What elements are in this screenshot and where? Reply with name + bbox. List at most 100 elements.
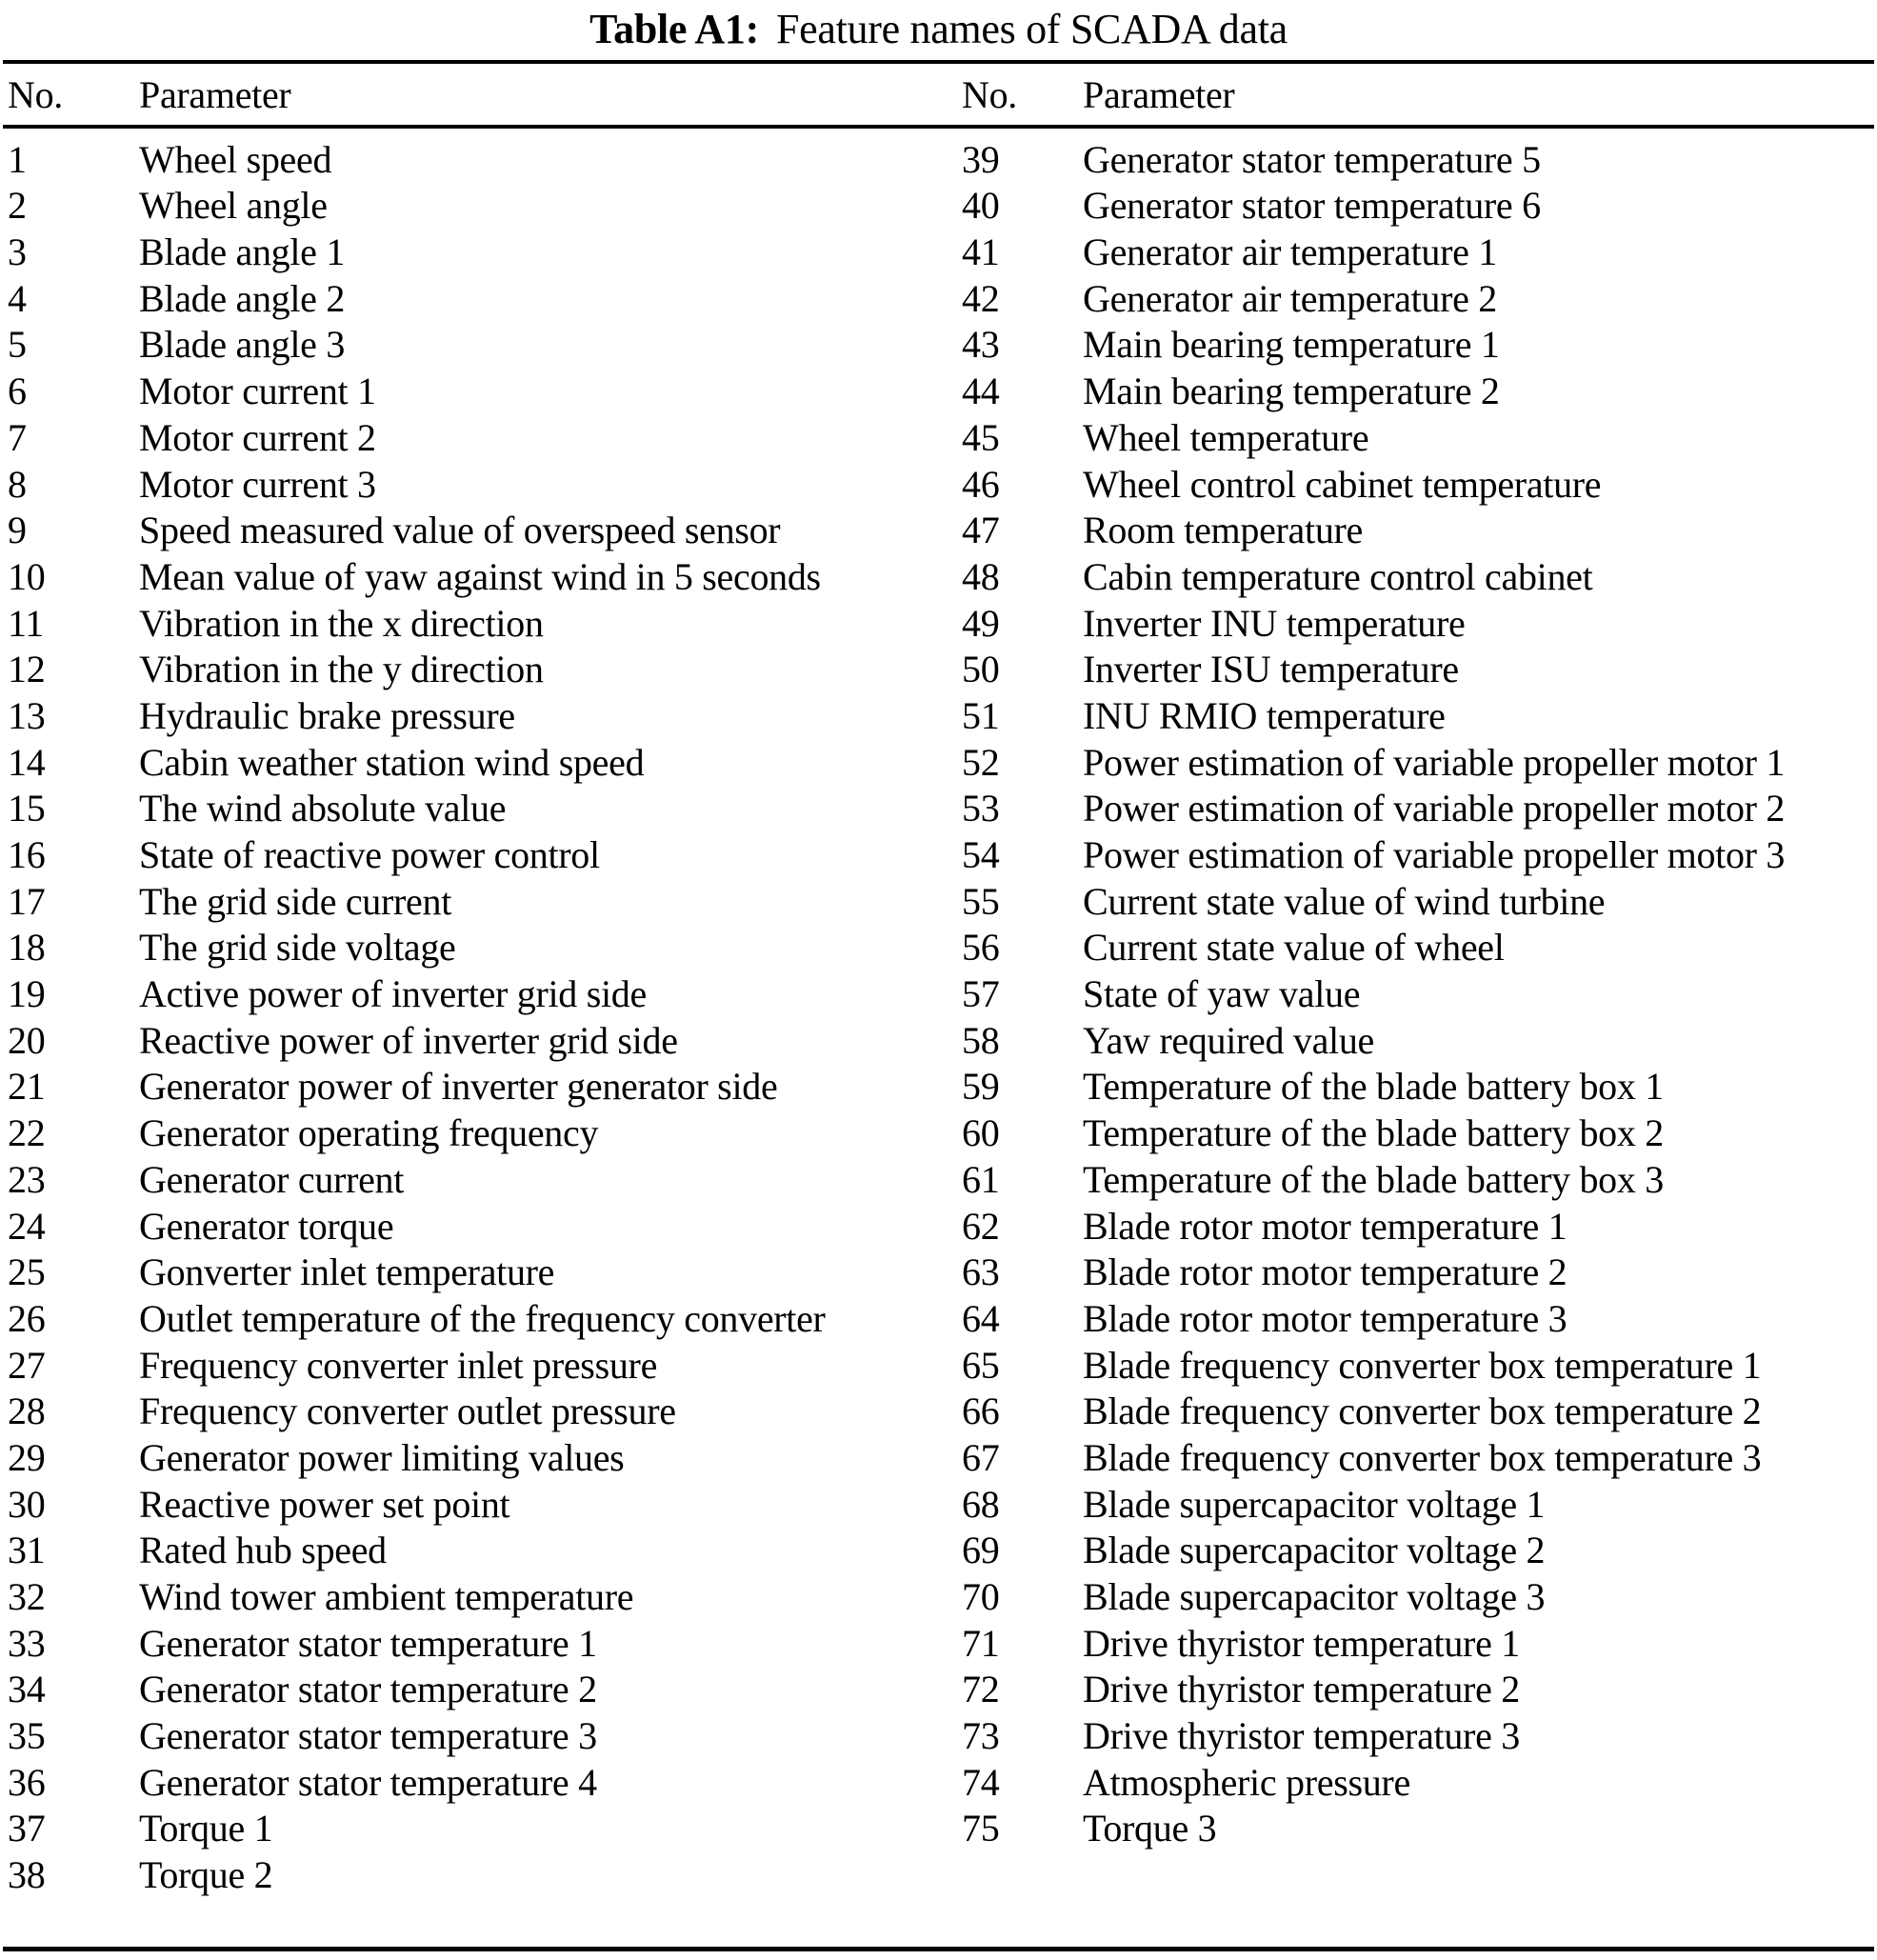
table-row: 14 Cabin weather station wind speed 52 Powe… (0, 741, 1877, 788)
row-parameter-right: Generator stator temperature 6 (1083, 184, 1541, 228)
row-no-right: 52 (962, 740, 1000, 784)
row-no-left: 5 (8, 323, 27, 367)
table-row: 25 Gonverter inlet temperature 63 Blade rot… (0, 1250, 1877, 1298)
top-rule (3, 60, 1874, 64)
table-row: 13 Hydraulic brake pressure 51 INU RMIO tem… (0, 694, 1877, 741)
row-no-left: 6 (8, 370, 27, 413)
row-no-left: 8 (8, 462, 27, 506)
row-no-left: 20 (8, 1018, 46, 1062)
row-no-left: 23 (8, 1157, 46, 1201)
table-row: 27 Frequency converter inlet pressure 65 Bl… (0, 1344, 1877, 1390)
row-no-right: 72 (962, 1668, 1000, 1711)
header-no-right: No. (962, 73, 1017, 116)
row-no-right: 75 (962, 1807, 1000, 1850)
row-parameter-right: Torque 3 (1083, 1807, 1217, 1850)
row-parameter-left: Reactive power set point (139, 1482, 510, 1526)
row-no-left: 31 (8, 1529, 46, 1572)
row-no-left: 10 (8, 554, 46, 598)
row-parameter-left: The grid side current (139, 879, 452, 923)
row-parameter-left: Speed measured value of overspeed sensor (139, 509, 781, 552)
row-parameter-right: Room temperature (1083, 509, 1363, 552)
row-no-right: 60 (962, 1111, 1000, 1155)
table-row: 1 Wheel speed 39 Generator stator temperatu… (0, 138, 1877, 185)
row-no-right: 73 (962, 1714, 1000, 1758)
table-row: 15 The wind absolute value 53 Power estimat… (0, 787, 1877, 834)
row-no-right: 63 (962, 1250, 1000, 1294)
table-row: 21 Generator power of inverter generator … (0, 1065, 1877, 1112)
row-no-right: 44 (962, 370, 1000, 413)
table-row: 29 Generator power limiting values 67 Blade… (0, 1436, 1877, 1483)
row-no-left: 21 (8, 1065, 46, 1109)
row-parameter-right: Generator stator temperature 5 (1083, 137, 1541, 181)
row-parameter-left: Outlet temperature of the frequency conv… (139, 1296, 826, 1340)
row-parameter-right: Blade rotor motor temperature 1 (1083, 1204, 1567, 1248)
row-parameter-right: Blade supercapacitor voltage 3 (1083, 1575, 1546, 1618)
row-parameter-right: Blade rotor motor temperature 2 (1083, 1250, 1567, 1294)
table-row: 11 Vibration in the x direction 49 Inverter… (0, 602, 1877, 649)
row-parameter-right: Power estimation of variable propeller m… (1083, 787, 1786, 830)
table-row: 10 Mean value of yaw against wind in 5 se… (0, 555, 1877, 602)
row-parameter-left: Generator stator temperature 2 (139, 1668, 597, 1711)
row-parameter-left: The grid side voltage (139, 926, 456, 970)
row-parameter-left: Wheel speed (139, 137, 332, 181)
row-parameter-right: Generator air temperature 1 (1083, 230, 1497, 274)
row-parameter-left: Active power of inverter grid side (139, 972, 647, 1016)
row-no-right: 71 (962, 1621, 1000, 1665)
row-no-right: 55 (962, 879, 1000, 923)
row-no-right: 74 (962, 1760, 1000, 1804)
row-parameter-left: Mean value of yaw against wind in 5 seco… (139, 554, 821, 598)
row-parameter-left: State of reactive power control (139, 833, 600, 876)
row-no-left: 29 (8, 1435, 46, 1479)
row-no-right: 48 (962, 554, 1000, 598)
row-parameter-left: Motor current 2 (139, 415, 376, 459)
row-no-right: 67 (962, 1435, 1000, 1479)
row-parameter-left: Generator stator temperature 3 (139, 1714, 597, 1758)
row-no-left: 26 (8, 1296, 46, 1340)
row-no-right: 70 (962, 1575, 1000, 1618)
row-no-left: 7 (8, 415, 27, 459)
row-no-right: 53 (962, 787, 1000, 830)
row-no-right: 54 (962, 833, 1000, 876)
table-row: 6 Motor current 1 44 Main bearing temperatu… (0, 370, 1877, 416)
table-row: 30 Reactive power set point 68 Blade superc… (0, 1483, 1877, 1530)
row-parameter-right: State of yaw value (1083, 972, 1361, 1016)
row-no-left: 24 (8, 1204, 46, 1248)
row-parameter-right: Cabin temperature control cabinet (1083, 554, 1593, 598)
row-parameter-left: Generator power limiting values (139, 1435, 625, 1479)
row-no-right: 39 (962, 137, 1000, 181)
bottom-rule (3, 1947, 1874, 1951)
row-parameter-left: Motor current 1 (139, 370, 376, 413)
row-parameter-right: Temperature of the blade battery box 2 (1083, 1111, 1664, 1155)
row-parameter-left: Wind tower ambient temperature (139, 1575, 634, 1618)
row-no-right: 65 (962, 1343, 1000, 1387)
table-row: 18 The grid side voltage 56 Current state v… (0, 926, 1877, 973)
row-parameter-left: Wheel angle (139, 184, 328, 228)
table-row: 37 Torque 1 75 Torque 3 (0, 1807, 1877, 1854)
table-row: 16 State of reactive power control 54 Power… (0, 833, 1877, 880)
row-parameter-right: Main bearing temperature 1 (1083, 323, 1500, 367)
row-no-right: 43 (962, 323, 1000, 367)
row-parameter-left: Generator stator temperature 1 (139, 1621, 597, 1665)
table-row: 5 Blade angle 3 43 Main bearing temperature… (0, 323, 1877, 370)
row-no-left: 37 (8, 1807, 46, 1850)
row-no-left: 1 (8, 137, 27, 181)
row-parameter-left: Blade angle 3 (139, 323, 346, 367)
row-no-left: 13 (8, 693, 46, 737)
row-no-right: 56 (962, 926, 1000, 970)
row-parameter-right: Blade rotor motor temperature 3 (1083, 1296, 1567, 1340)
header-parameter-left: Parameter (139, 73, 291, 116)
row-no-left: 2 (8, 184, 27, 228)
row-no-left: 36 (8, 1760, 46, 1804)
row-no-right: 45 (962, 415, 1000, 459)
row-parameter-right: Blade frequency converter box temperatur… (1083, 1343, 1762, 1387)
table-row: 36 Generator stator temperature 4 74 Atmosp… (0, 1761, 1877, 1808)
row-parameter-left: Generator stator temperature 4 (139, 1760, 597, 1804)
table-row: 31 Rated hub speed 69 Blade supercapacitor … (0, 1529, 1877, 1576)
table-row: 24 Generator torque 62 Blade rotor motor te… (0, 1205, 1877, 1251)
row-no-right: 47 (962, 509, 1000, 552)
row-no-left: 32 (8, 1575, 46, 1618)
row-no-right: 51 (962, 693, 1000, 737)
row-parameter-right: Blade supercapacitor voltage 1 (1083, 1482, 1546, 1526)
row-parameter-left: Gonverter inlet temperature (139, 1250, 555, 1294)
table-row: 8 Motor current 3 46 Wheel control cabinet … (0, 463, 1877, 510)
